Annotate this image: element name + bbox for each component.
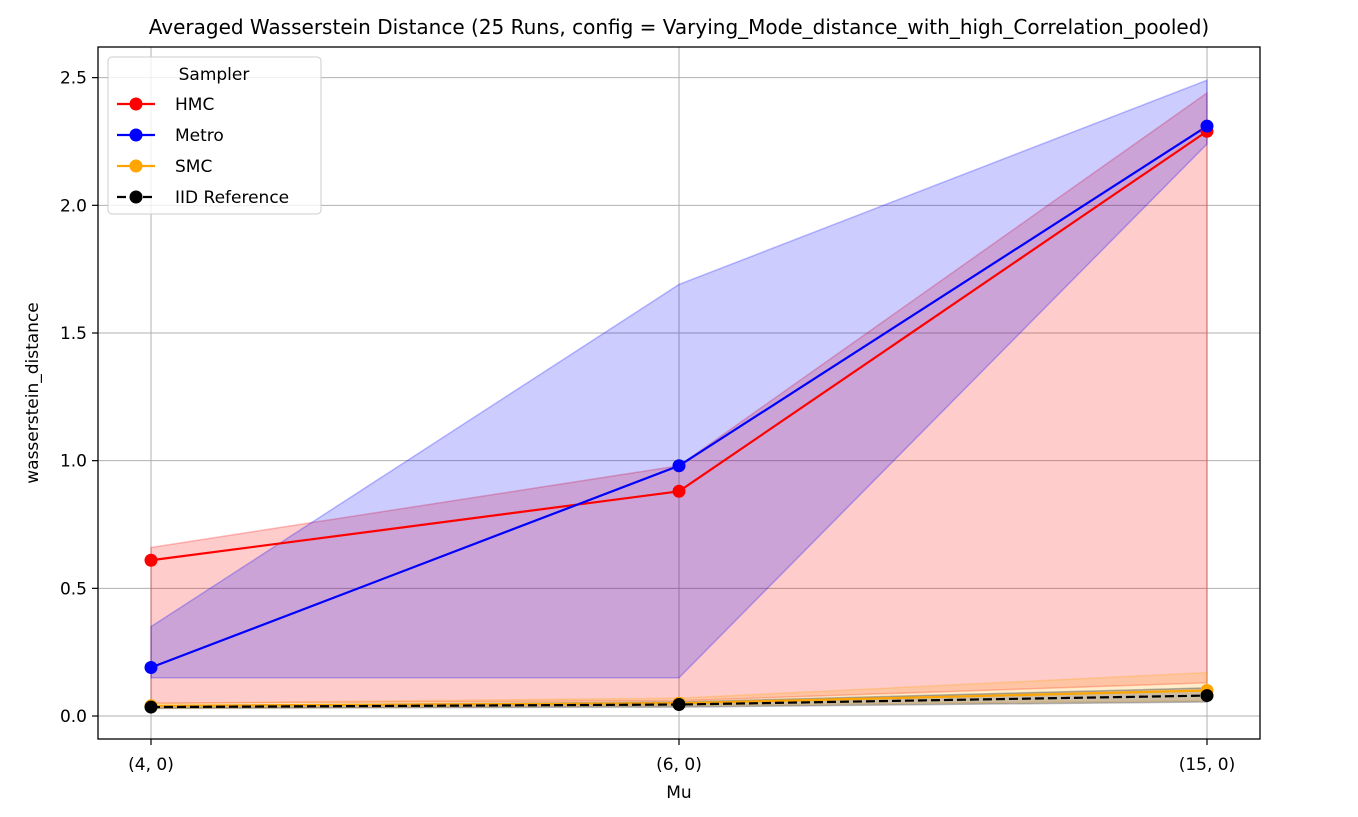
legend-label-metro: Metro — [175, 126, 224, 146]
iid-reference-point — [1200, 689, 1214, 703]
legend-title: Sampler — [179, 65, 250, 85]
hmc-point — [144, 553, 158, 567]
hmc-point — [672, 484, 686, 498]
legend-item-smc: SMC — [117, 157, 212, 177]
legend-label-iid-reference: IID Reference — [175, 188, 289, 208]
x-tick-label: (6, 0) — [656, 755, 702, 775]
metro-point — [1200, 119, 1214, 133]
y-axis-label: wasserstein_distance — [23, 302, 43, 484]
legend-item-iid-reference: IID Reference — [117, 188, 289, 208]
legend-item-hmc: HMC — [117, 95, 214, 115]
metro-point — [672, 459, 686, 473]
iid-reference-point — [144, 700, 158, 714]
legend-marker-metro — [129, 128, 143, 142]
axis-ticks: (4, 0) (6, 0) (15, 0) 0.0 0.5 1.0 1.5 2.0 2.5 — [60, 69, 1235, 775]
legend-entries: HMC Metro SMC IID Reference — [117, 95, 289, 208]
y-tick-label: 2.5 — [60, 69, 87, 89]
y-tick-label: 0.0 — [60, 707, 87, 727]
iid-reference-point — [672, 698, 686, 712]
x-axis-label: Mu — [666, 783, 691, 803]
legend-marker-smc — [129, 159, 143, 173]
metro-point — [144, 661, 158, 675]
y-tick-label: 1.0 — [60, 452, 87, 472]
y-tick-label: 0.5 — [60, 579, 87, 599]
legend-item-metro: Metro — [117, 126, 224, 146]
legend-marker-iid-reference — [129, 190, 143, 204]
legend-marker-hmc — [129, 97, 143, 111]
legend-box — [107, 56, 322, 215]
metro-band — [150, 79, 1208, 679]
legend-label-hmc: HMC — [175, 95, 214, 115]
series-markers — [144, 119, 1214, 714]
chart-title: Averaged Wasserstein Distance (25 Runs, … — [149, 15, 1210, 39]
y-tick-label: 2.0 — [60, 196, 87, 216]
x-tick-label: (4, 0) — [128, 755, 174, 775]
y-tick-label: 1.5 — [60, 324, 87, 344]
legend-label-smc: SMC — [175, 157, 212, 177]
legend: Sampler HMC Metro SMC IID Reference — [107, 56, 322, 215]
x-tick-label: (15, 0) — [1179, 755, 1236, 775]
